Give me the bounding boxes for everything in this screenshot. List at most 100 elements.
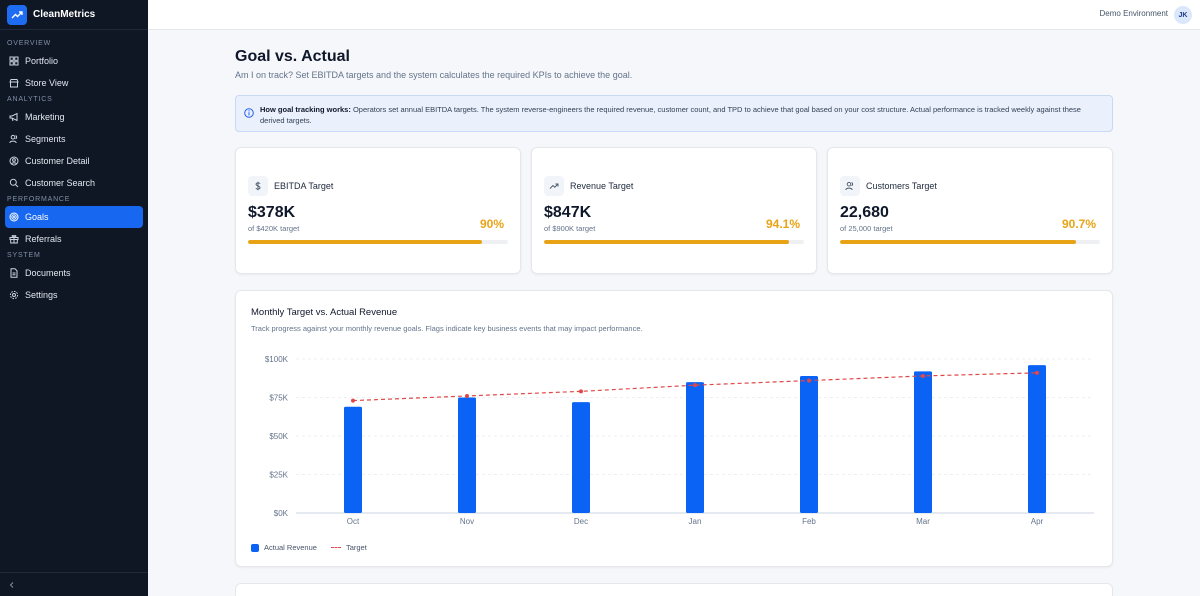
section-label-system: SYSTEM — [7, 252, 41, 259]
dollar-icon — [248, 176, 268, 196]
sidebar-item-label: Customer Search — [25, 178, 96, 188]
sidebar-item-label: Customer Detail — [25, 156, 90, 166]
bar-actual-revenue — [344, 406, 362, 513]
kpi-value: $378K — [248, 204, 296, 221]
sidebar-collapse-button[interactable] — [0, 572, 148, 596]
target-point — [465, 393, 469, 398]
gift-icon — [9, 234, 19, 244]
legend-swatch-target — [330, 547, 341, 548]
y-tick-label: $50K — [269, 432, 288, 441]
y-tick-label: $25K — [269, 471, 288, 480]
x-tick-label: Apr — [1031, 517, 1044, 526]
revenue-chart: $0K $25K $50K $75K $100K Oct Nov Dec Jan Feb Mar Ap… — [265, 355, 1094, 526]
legend-swatch-actual — [251, 543, 259, 552]
kpi-card-revenue: Revenue Target $847K of $900K target 94.… — [531, 147, 817, 274]
sidebar-item-settings[interactable]: Settings — [5, 284, 143, 306]
sidebar-item-goals[interactable]: Goals — [5, 206, 143, 228]
x-tick-label: Mar — [916, 517, 930, 526]
bar-actual-revenue — [1028, 365, 1046, 513]
sidebar-item-label: Settings — [25, 290, 58, 300]
sidebar-item-label: Segments — [25, 134, 66, 144]
target-point — [693, 383, 697, 388]
environment-label: Demo Environment — [1099, 9, 1168, 18]
app-name: CleanMetrics — [33, 9, 96, 20]
info-heading: How goal tracking works: — [260, 105, 351, 114]
bar-actual-revenue — [572, 402, 590, 513]
sidebar-item-portfolio[interactable]: Portfolio — [5, 50, 143, 72]
x-tick-label: Jan — [689, 517, 702, 526]
sidebar-item-label: Marketing — [25, 112, 65, 122]
page-title: Goal vs. Actual — [235, 48, 350, 65]
sidebar-item-customer-detail[interactable]: Customer Detail — [5, 150, 143, 172]
sidebar-item-documents[interactable]: Documents — [5, 262, 143, 284]
y-tick-label: $75K — [269, 394, 288, 403]
sidebar-item-label: Store View — [25, 78, 69, 88]
legend-label-target[interactable]: Target — [345, 543, 367, 552]
search-icon — [9, 178, 19, 188]
bar-actual-revenue — [800, 375, 818, 513]
x-tick-label: Oct — [347, 517, 360, 526]
kpi-percent: 90.7% — [1061, 217, 1096, 231]
target-icon — [9, 212, 19, 222]
sidebar-item-marketing[interactable]: Marketing — [5, 106, 143, 128]
progress-track — [544, 240, 804, 244]
avatar[interactable]: JK — [1174, 6, 1192, 24]
trending-up-icon — [544, 176, 564, 196]
progress-fill — [248, 240, 482, 244]
document-icon — [9, 268, 19, 278]
progress-track — [248, 240, 508, 244]
revenue-chart-card: Monthly Target vs. Actual Revenue Track … — [235, 290, 1113, 567]
topbar: Demo Environment JK — [148, 0, 1200, 30]
kpi-value: $847K — [544, 204, 592, 221]
target-point — [351, 398, 355, 403]
chart-legend: Actual Revenue Target — [251, 543, 367, 552]
x-tick-label: Nov — [460, 517, 474, 526]
sidebar: CleanMetrics OVERVIEW Portfolio Store Vi… — [0, 0, 148, 596]
x-tick-label: Feb — [802, 517, 816, 526]
brand[interactable]: CleanMetrics — [0, 0, 148, 30]
target-point — [579, 389, 583, 394]
store-icon — [9, 78, 19, 88]
sidebar-item-label: Referrals — [25, 234, 62, 244]
users-icon — [9, 134, 19, 144]
kpi-card-customers: Customers Target 22,680 of 25,000 target… — [827, 147, 1113, 274]
gear-icon — [9, 290, 19, 300]
sidebar-item-segments[interactable]: Segments — [5, 128, 143, 150]
kpi-card-ebitda: EBITDA Target $378K of $420K target 90% — [235, 147, 521, 274]
section-label-analytics: ANALYTICS — [7, 96, 53, 103]
target-point — [807, 378, 811, 383]
target-point — [1035, 370, 1039, 375]
sidebar-item-label: Goals — [25, 212, 49, 222]
info-banner: How goal tracking works: Operators set a… — [235, 95, 1113, 132]
kpi-target: of $420K target — [248, 224, 300, 233]
section-label-overview: OVERVIEW — [7, 40, 52, 47]
sidebar-item-label: Portfolio — [25, 56, 59, 66]
sidebar-item-store-view[interactable]: Store View — [5, 72, 143, 94]
sidebar-item-customer-search[interactable]: Customer Search — [5, 172, 143, 194]
user-circle-icon — [9, 156, 19, 166]
kpi-target: of 25,000 target — [840, 224, 893, 233]
sidebar-item-label: Documents — [25, 268, 71, 278]
progress-track — [840, 240, 1100, 244]
target-point — [921, 373, 925, 378]
kpi-target: of $900K target — [544, 224, 596, 233]
info-icon — [244, 105, 254, 118]
info-body: Operators set annual EBITDA targets. The… — [260, 105, 1081, 125]
logo-icon — [7, 4, 27, 25]
kpi-percent: 94.1% — [765, 217, 800, 231]
bar-actual-revenue — [686, 382, 704, 513]
kpi-label: Customers Target — [866, 181, 937, 191]
grid-icon — [9, 56, 19, 66]
progress-fill — [840, 240, 1076, 244]
x-tick-label: Dec — [574, 517, 588, 526]
legend-label-actual[interactable]: Actual Revenue — [264, 543, 317, 552]
y-tick-label: $0K — [274, 509, 289, 518]
kpi-value: 22,680 — [840, 204, 889, 221]
bar-actual-revenue — [458, 397, 476, 513]
page-subtitle: Am I on track? Set EBITDA targets and th… — [235, 70, 633, 80]
sidebar-item-referrals[interactable]: Referrals — [5, 228, 143, 250]
chart-subtitle: Track progress against your monthly reve… — [251, 324, 643, 333]
info-text: How goal tracking works: Operators set a… — [260, 104, 1100, 126]
kpi-percent: 90% — [479, 217, 504, 231]
y-tick-label: $100K — [265, 355, 289, 364]
